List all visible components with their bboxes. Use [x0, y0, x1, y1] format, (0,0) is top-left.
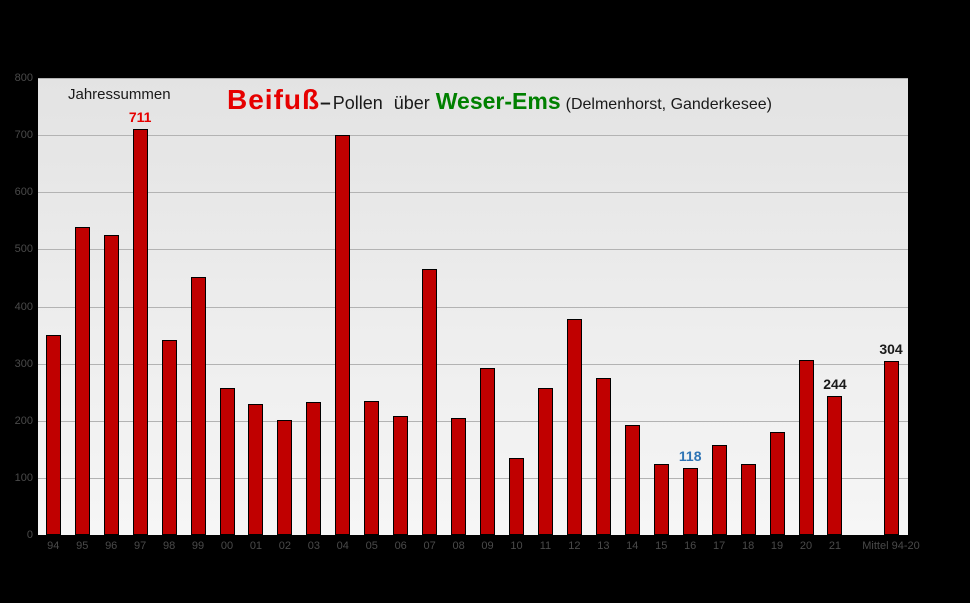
y-tick-400: 400 [14, 300, 33, 313]
gridline-200 [38, 420, 908, 422]
x-tick-13: 13 [597, 540, 610, 552]
x-tick-99: 99 [191, 540, 205, 552]
title-beifuss: Beifuß [227, 84, 321, 115]
x-tick-09: 09 [481, 540, 494, 552]
gridline-400 [38, 306, 908, 308]
x-tick-06: 06 [394, 540, 407, 552]
x-tick-95: 95 [76, 540, 89, 552]
x-tick-15: 15 [655, 540, 668, 552]
gridline-800 [38, 78, 908, 79]
title-pollen: Pollen über [332, 93, 430, 113]
bar-04 [335, 135, 351, 535]
x-tick-10: 10 [510, 540, 523, 552]
x-tick-02: 02 [278, 540, 292, 552]
bar-mittel-94-20 [883, 361, 899, 535]
x-tick-21: 21 [828, 540, 842, 552]
y-tick-600: 600 [14, 186, 33, 199]
bar-18 [740, 463, 756, 535]
title-region: Weser-Ems [435, 88, 561, 114]
y-tick-700: 700 [14, 129, 33, 142]
x-tick-11: 11 [539, 540, 552, 552]
bar-21 [827, 395, 843, 535]
x-tick-14: 14 [626, 540, 639, 552]
bar-09 [480, 367, 496, 535]
x-tick-96: 96 [105, 540, 118, 552]
bar-94 [45, 335, 61, 535]
bar-12 [566, 318, 582, 535]
bar-20 [798, 359, 814, 535]
y-tick-0: 0 [26, 529, 33, 541]
gridline-300 [38, 363, 908, 365]
bar-03 [306, 401, 322, 535]
x-tick-08: 08 [452, 540, 465, 552]
gridline-700 [38, 135, 908, 137]
x-tick-18: 18 [741, 540, 755, 552]
y-tick-200: 200 [14, 414, 33, 427]
bar-13 [595, 378, 611, 535]
x-tick-97: 97 [134, 540, 147, 552]
x-tick-17: 17 [713, 540, 726, 552]
bar-10 [509, 458, 524, 535]
gridline-100 [38, 477, 908, 479]
title-dash: – [320, 93, 331, 114]
y-tick-800: 800 [14, 72, 33, 84]
gridline-600 [38, 192, 908, 194]
bar-07 [422, 268, 438, 535]
bar-08 [451, 418, 467, 535]
value-label-304: 304 [879, 341, 903, 358]
annotation-jahressummen: Jahressummen [68, 86, 171, 103]
bar-11 [537, 388, 553, 535]
x-tick-05: 05 [365, 540, 378, 552]
bar-02 [277, 419, 293, 535]
x-tick-00: 00 [220, 540, 234, 552]
bar-19 [769, 432, 785, 535]
bar-06 [393, 416, 409, 535]
bar-00 [219, 387, 235, 535]
bar-95 [74, 226, 90, 535]
bar-98 [161, 340, 177, 535]
bar-05 [364, 401, 380, 535]
bar-97 [132, 128, 148, 535]
y-tick-500: 500 [14, 243, 33, 256]
y-tick-100: 100 [14, 471, 33, 484]
plot-area: Jahressummen Beifuß– Pollen über Weser-Ems… [38, 78, 908, 535]
bar-14 [624, 425, 640, 535]
bar-17 [711, 445, 727, 535]
bar-16 [682, 467, 698, 535]
x-tick-12: 12 [568, 540, 581, 552]
y-tick-300: 300 [14, 357, 33, 370]
x-tick-94: 94 [47, 540, 60, 552]
bar-99 [190, 276, 206, 535]
x-tick-07: 07 [423, 540, 436, 552]
x-tick-19: 19 [770, 540, 784, 552]
x-tick-20: 20 [799, 540, 813, 552]
x-tick-03: 03 [307, 540, 320, 552]
value-label-118: 118 [678, 447, 702, 464]
x-tick-mittel-94-20: Mittel 94-20 [862, 540, 920, 552]
bar-15 [653, 464, 669, 535]
chart-title: Beifuß– Pollen über Weser-Ems (Delmenhorst,… [227, 84, 772, 116]
value-label-711: 711 [128, 108, 152, 125]
x-tick-98: 98 [162, 540, 176, 552]
x-tick-01: 01 [249, 540, 263, 552]
x-tick-04: 04 [336, 540, 349, 552]
value-label-244: 244 [823, 375, 847, 392]
bar-96 [103, 235, 119, 535]
x-tick-16: 16 [684, 540, 697, 552]
gridline-500 [38, 249, 908, 251]
bar-01 [248, 403, 264, 535]
title-stations: (Delmenhorst, Ganderkesee) [565, 96, 772, 113]
